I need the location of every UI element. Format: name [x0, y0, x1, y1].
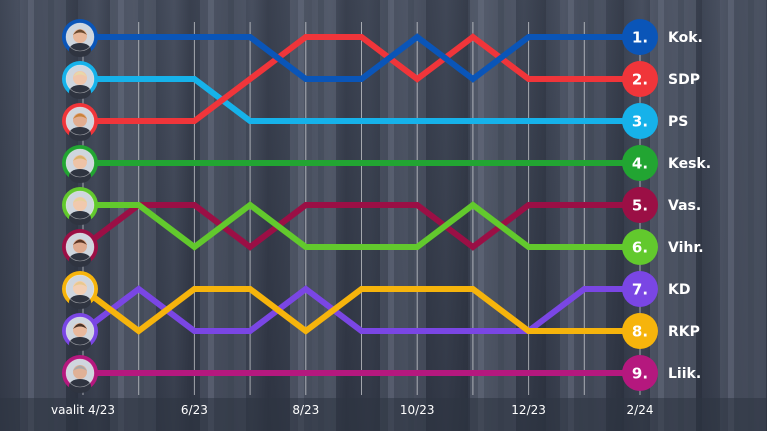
- rank-badge-rkp: [622, 313, 658, 349]
- background-column: [720, 0, 766, 431]
- background-column-flute: [478, 0, 484, 431]
- avatar-shoulders: [69, 379, 91, 393]
- avatar-shoulders: [69, 295, 91, 309]
- background-column-flute: [48, 0, 54, 431]
- avatar-hair: [73, 29, 87, 35]
- leader-portrait-icon: [65, 358, 95, 388]
- rank-number-kesk: 4.: [632, 155, 648, 173]
- party-label-kesk: Kesk.: [668, 156, 711, 172]
- leader-avatar-kok: [62, 19, 98, 57]
- rank-number-rkp: 8.: [632, 323, 648, 341]
- background-column-flute: [408, 0, 414, 431]
- leader-avatar-kd: [62, 313, 98, 351]
- party-label-liik: Liik.: [668, 366, 701, 382]
- leader-portrait-icon: [65, 274, 95, 304]
- x-tick-label: 10/23: [400, 403, 435, 417]
- rank-badge-ps: [622, 103, 658, 139]
- party-label-kd: KD: [668, 282, 690, 298]
- background-column-flute: [498, 0, 504, 431]
- rank-number-sdp: 2.: [632, 71, 648, 89]
- avatar-hair: [73, 71, 87, 77]
- background-column-flute: [298, 0, 304, 431]
- x-tick-label: 8/23: [292, 403, 319, 417]
- leader-portrait-icon: [65, 22, 95, 52]
- leader-avatars: [62, 19, 98, 393]
- background-column-flute: [728, 0, 734, 431]
- background-column: [650, 0, 696, 431]
- rank-number-kok: 1.: [632, 29, 648, 47]
- leader-portrait-icon: [65, 148, 95, 178]
- avatar-shoulders: [69, 211, 91, 225]
- avatar-shoulders: [69, 253, 91, 267]
- rank-number-liik: 9.: [632, 365, 648, 383]
- avatar-hair: [73, 239, 87, 245]
- party-label-vihr: Vihr.: [668, 240, 704, 256]
- leader-avatar-ps: [62, 61, 98, 99]
- leader-avatar-vihr: [62, 187, 98, 225]
- end-rank-badges: 1. Kok. 2. SDP 3. PS 4. Kesk. 5. Vas. 6. Vihr. 7. KD 8…: [622, 19, 711, 391]
- x-tick-label: vaalit 4/23: [51, 403, 115, 417]
- background-column-flute: [28, 0, 34, 431]
- leader-avatar-vas: [62, 229, 98, 267]
- x-tick-label: 6/23: [181, 403, 208, 417]
- leader-avatar-sdp: [62, 103, 98, 141]
- avatar-shoulders: [69, 43, 91, 57]
- avatar-shoulders: [69, 85, 91, 99]
- background-column-flute: [588, 0, 594, 431]
- series-lines: [81, 33, 641, 376]
- background-column-flute: [678, 0, 684, 431]
- background-column-flute: [748, 0, 754, 431]
- x-tick-label: 2/24: [627, 403, 654, 417]
- leader-portrait-icon: [65, 190, 95, 220]
- party-label-ps: PS: [668, 114, 688, 130]
- leader-portrait-icon: [65, 232, 95, 262]
- rank-badge-kesk: [622, 145, 658, 181]
- rank-number-kd: 7.: [632, 281, 648, 299]
- leader-portrait-icon: [65, 106, 95, 136]
- rank-badge-kd: [622, 271, 658, 307]
- x-tick-label: 12/23: [511, 403, 546, 417]
- rank-badge-vas: [622, 187, 658, 223]
- background-column: [560, 0, 606, 431]
- avatar-shoulders: [69, 127, 91, 141]
- background-column-flute: [228, 0, 234, 431]
- background-column-flute: [138, 0, 144, 431]
- background-column-flute: [568, 0, 574, 431]
- leader-portrait-icon: [65, 64, 95, 94]
- avatar-hair: [73, 365, 87, 371]
- avatar-hair: [73, 113, 87, 119]
- rank-number-vas: 5.: [632, 197, 648, 215]
- party-label-rkp: RKP: [668, 324, 700, 340]
- leader-avatar-liik: [62, 355, 98, 393]
- background-column-flute: [388, 0, 394, 431]
- rank-badge-liik: [622, 355, 658, 391]
- rank-badge-vihr: [622, 229, 658, 265]
- leader-portrait-icon: [65, 316, 95, 346]
- background-column-flute: [318, 0, 324, 431]
- avatar-hair: [73, 155, 87, 161]
- rank-badge-sdp: [622, 61, 658, 97]
- party-label-sdp: SDP: [668, 72, 700, 88]
- leader-avatar-kesk: [62, 145, 98, 183]
- rank-badge-kok: [622, 19, 658, 55]
- background-column-flute: [658, 0, 664, 431]
- party-label-kok: Kok.: [668, 30, 703, 46]
- x-axis-ticks: vaalit 4/23 6/23 8/23 10/23 12/23 2/24: [51, 403, 653, 417]
- party-label-vas: Vas.: [668, 198, 701, 214]
- avatar-hair: [73, 323, 87, 329]
- avatar-shoulders: [69, 169, 91, 183]
- avatar-hair: [73, 281, 87, 287]
- rank-number-vihr: 6.: [632, 239, 648, 257]
- avatar-shoulders: [69, 337, 91, 351]
- leader-avatar-rkp: [62, 271, 98, 309]
- background-column: [20, 0, 66, 431]
- rank-number-ps: 3.: [632, 113, 648, 131]
- background-steps: [0, 398, 767, 431]
- avatar-hair: [73, 197, 87, 203]
